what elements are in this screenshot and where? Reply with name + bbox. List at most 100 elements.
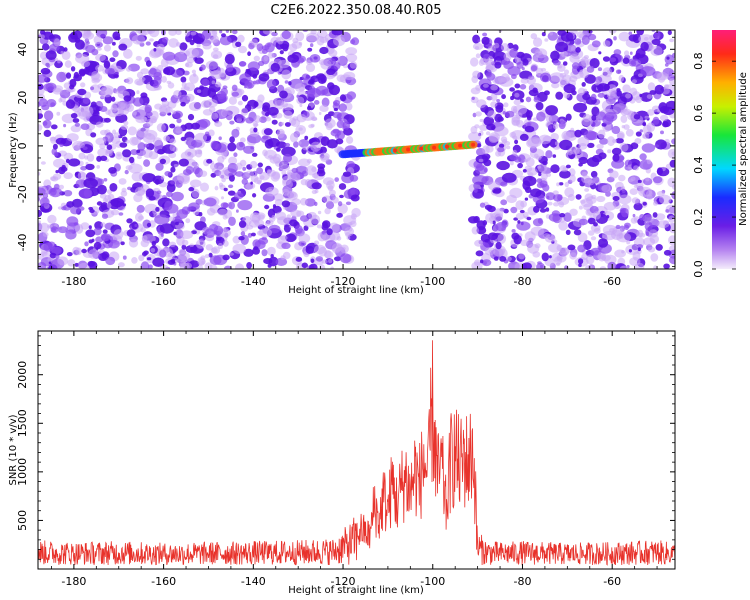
noise-point <box>57 256 69 266</box>
ridge-signal <box>338 140 478 159</box>
noise-point <box>490 84 498 91</box>
noise-point <box>77 171 86 181</box>
noise-point <box>527 243 540 254</box>
noise-point <box>536 111 546 122</box>
noise-point <box>321 259 328 264</box>
noise-point <box>350 194 360 202</box>
noise-point <box>533 205 540 213</box>
noise-point <box>100 222 106 228</box>
noise-point <box>486 72 496 81</box>
ridge-peak <box>367 150 371 154</box>
noise-point <box>331 30 343 36</box>
noise-point <box>295 125 307 135</box>
noise-point <box>261 249 268 257</box>
noise-point <box>647 246 656 253</box>
noise-point <box>131 34 146 45</box>
noise-point <box>163 66 175 76</box>
noise-point <box>109 183 118 192</box>
noise-point <box>563 83 576 94</box>
noise-point <box>512 104 528 115</box>
noise-point <box>642 124 652 135</box>
noise-point <box>138 215 145 220</box>
noise-point <box>100 85 115 95</box>
noise-point <box>188 187 195 192</box>
noise-point <box>503 102 509 108</box>
noise-point <box>623 124 630 130</box>
noise-point <box>225 30 229 33</box>
noise-point <box>158 49 165 55</box>
noise-point <box>125 77 134 85</box>
noise-point <box>579 68 589 79</box>
noise-point <box>42 43 50 51</box>
noise-point <box>238 236 245 241</box>
noise-point <box>214 121 223 127</box>
noise-point <box>613 36 617 41</box>
noise-point <box>52 143 58 150</box>
noise-point <box>104 67 115 75</box>
noise-point <box>304 198 316 207</box>
noise-point <box>345 53 358 63</box>
noise-point <box>578 205 583 210</box>
noise-point <box>185 245 198 253</box>
noise-point <box>228 216 236 226</box>
noise-point <box>80 166 87 171</box>
noise-point <box>268 256 279 267</box>
noise-point <box>108 167 117 174</box>
noise-point <box>93 35 103 45</box>
noise-point <box>553 202 560 207</box>
noise-point <box>339 253 352 264</box>
noise-point <box>94 221 103 230</box>
noise-point <box>485 131 491 136</box>
noise-point <box>669 159 675 168</box>
noise-point <box>222 254 230 261</box>
noise-point <box>140 68 150 75</box>
noise-point <box>602 67 613 78</box>
noise-point <box>639 214 645 221</box>
noise-point <box>649 234 659 244</box>
noise-point <box>239 142 244 148</box>
noise-point <box>646 190 653 197</box>
noise-point <box>597 238 609 248</box>
noise-point <box>54 60 63 69</box>
noise-point <box>567 148 573 156</box>
noise-point <box>178 251 190 261</box>
noise-point <box>235 263 244 269</box>
noise-point <box>84 155 88 160</box>
noise-point <box>539 264 544 269</box>
noise-point <box>660 130 664 135</box>
noise-point <box>652 116 660 125</box>
noise-point <box>494 61 502 69</box>
noise-point <box>215 143 227 153</box>
noise-point <box>516 119 524 128</box>
noise-point <box>227 190 236 196</box>
noise-point <box>574 129 582 138</box>
noise-point <box>565 113 572 121</box>
noise-point <box>305 63 316 72</box>
noise-point <box>577 244 586 253</box>
noise-point <box>67 259 76 267</box>
noise-point <box>543 90 550 96</box>
noise-point <box>93 241 102 250</box>
noise-point <box>647 109 655 116</box>
noise-point <box>221 33 226 38</box>
noise-point <box>80 82 86 88</box>
noise-point <box>222 240 229 247</box>
noise-point <box>554 141 559 146</box>
ridge-peak <box>341 152 345 156</box>
bottom-x-axis-label: Height of straight line (km) <box>288 585 424 596</box>
noise-point <box>612 153 620 162</box>
noise-point <box>131 257 138 264</box>
noise-point <box>40 34 45 40</box>
noise-point <box>630 59 642 67</box>
noise-point <box>173 51 188 63</box>
noise-point <box>228 252 234 256</box>
noise-point <box>640 41 649 52</box>
noise-point <box>43 110 54 121</box>
noise-point <box>51 187 56 193</box>
noise-point <box>136 127 149 138</box>
top-y-tick-label: -20 <box>16 185 29 203</box>
noise-point <box>185 218 191 224</box>
noise-point <box>162 51 176 61</box>
noise-point <box>629 51 633 55</box>
noise-point <box>204 254 210 259</box>
